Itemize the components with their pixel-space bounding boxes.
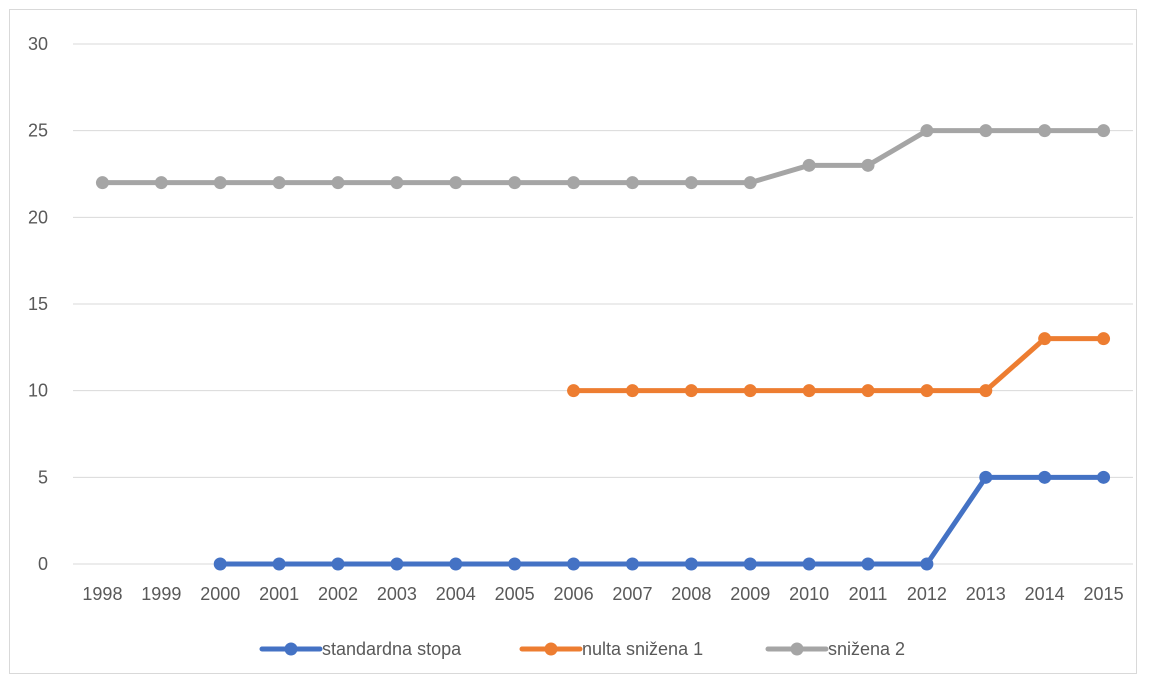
legend-item: nulta snižena 1: [519, 639, 703, 659]
legend: standardna stopa nulta snižena 1 snižena 2: [259, 639, 905, 659]
data-point: [684, 384, 698, 398]
data-point: [390, 176, 404, 190]
x-tick-label: 2010: [789, 584, 829, 604]
data-point: [979, 470, 993, 484]
data-point: [213, 176, 227, 190]
data-point: [861, 384, 875, 398]
data-point: [802, 158, 816, 172]
series-line: [99, 128, 1107, 186]
x-tick-label: 2012: [907, 584, 947, 604]
data-point: [743, 384, 757, 398]
data-point: [449, 557, 463, 571]
legend-label: standardna stopa: [322, 639, 462, 659]
legend-item: standardna stopa: [259, 639, 462, 659]
x-tick-label: 2007: [612, 584, 652, 604]
data-point: [861, 158, 875, 172]
data-point: [567, 176, 581, 190]
y-tick-label: 0: [38, 554, 48, 574]
data-point: [1097, 470, 1111, 484]
legend-label: nulta snižena 1: [582, 639, 703, 659]
data-point: [331, 557, 345, 571]
legend-item: snižena 2: [765, 639, 905, 659]
data-point: [567, 557, 581, 571]
data-point: [1038, 470, 1052, 484]
data-point: [743, 176, 757, 190]
data-point: [449, 176, 463, 190]
x-tick-label: 1998: [82, 584, 122, 604]
x-tick-label: 2013: [966, 584, 1006, 604]
data-point: [920, 384, 934, 398]
data-point: [684, 557, 698, 571]
gridlines: [73, 43, 1133, 565]
y-tick-label: 20: [28, 207, 48, 227]
x-tick-label: 2015: [1084, 584, 1124, 604]
y-tick-label: 25: [28, 121, 48, 141]
data-point: [331, 176, 345, 190]
data-point: [95, 176, 109, 190]
series-line: [217, 474, 1107, 567]
x-tick-label: 1999: [141, 584, 181, 604]
y-tick-label: 15: [28, 294, 48, 314]
data-point: [684, 176, 698, 190]
series-3: [95, 124, 1111, 190]
data-point: [567, 384, 581, 398]
data-point: [390, 557, 404, 571]
data-point: [1038, 124, 1052, 138]
data-point: [154, 176, 168, 190]
data-point: [979, 384, 993, 398]
y-tick-label: 5: [38, 467, 48, 487]
x-tick-label: 2001: [259, 584, 299, 604]
series-lines: [95, 124, 1111, 571]
x-tick-label: 2014: [1025, 584, 1065, 604]
series-line: [571, 336, 1107, 394]
x-tick-label: 2011: [849, 584, 888, 604]
x-tick-label: 2009: [730, 584, 770, 604]
x-tick-label: 2005: [495, 584, 535, 604]
x-tick-label: 2000: [200, 584, 240, 604]
series-1: [213, 470, 1111, 571]
y-axis-tick-labels: 0 5 10 15 20 25 30: [28, 34, 48, 574]
data-point: [802, 557, 816, 571]
x-tick-label: 2006: [554, 584, 594, 604]
data-point: [508, 557, 522, 571]
data-point: [508, 176, 522, 190]
data-point: [1097, 332, 1111, 346]
data-point: [1038, 332, 1052, 346]
data-point: [802, 384, 816, 398]
y-tick-label: 30: [28, 34, 48, 54]
x-axis-tick-labels: 1998 1999 2000 2001 2002 2003 2004 2005 2006 2007…: [82, 584, 1123, 604]
series-2: [567, 332, 1111, 398]
data-point: [920, 124, 934, 138]
data-point: [743, 557, 757, 571]
x-tick-label: 2008: [671, 584, 711, 604]
legend-marker: [790, 642, 804, 656]
data-point: [272, 557, 286, 571]
data-point: [625, 557, 639, 571]
data-point: [979, 124, 993, 138]
y-tick-label: 10: [28, 381, 48, 401]
legend-label: snižena 2: [828, 639, 905, 659]
x-tick-label: 2003: [377, 584, 417, 604]
data-point: [1097, 124, 1111, 138]
data-point: [625, 176, 639, 190]
data-point: [272, 176, 286, 190]
x-tick-label: 2002: [318, 584, 358, 604]
data-point: [920, 557, 934, 571]
data-point: [213, 557, 227, 571]
data-point: [625, 384, 639, 398]
data-point: [861, 557, 875, 571]
legend-marker: [544, 642, 558, 656]
x-tick-label: 2004: [436, 584, 476, 604]
legend-marker: [284, 642, 298, 656]
